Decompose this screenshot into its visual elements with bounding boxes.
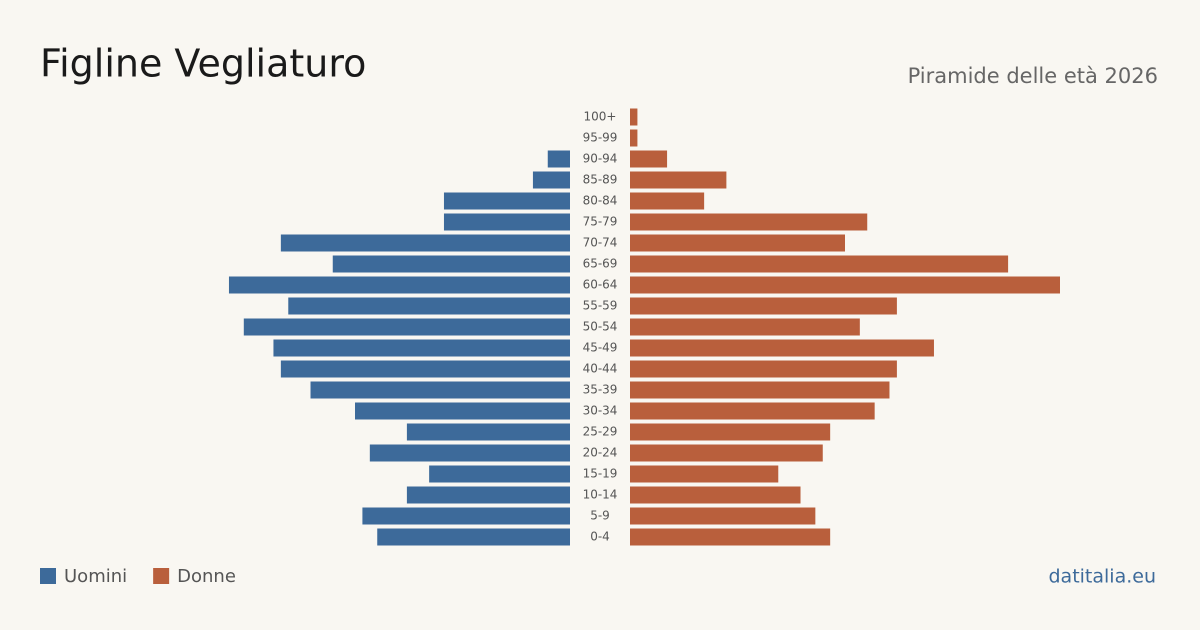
- age-label: 90-94: [583, 152, 618, 166]
- bar: [630, 444, 823, 462]
- legend-label: Donne: [177, 566, 236, 587]
- age-label: 45-49: [583, 341, 618, 355]
- age-label: 20-24: [583, 446, 618, 460]
- age-label: 10-14: [583, 488, 618, 502]
- bar: [377, 528, 570, 546]
- bar: [228, 276, 570, 294]
- bar: [532, 171, 570, 189]
- bar: [630, 108, 638, 126]
- bar: [630, 213, 868, 231]
- bar: [630, 465, 779, 483]
- bar: [369, 444, 570, 462]
- bar: [332, 255, 570, 273]
- bar: [362, 507, 570, 525]
- age-label: 0-4: [590, 530, 610, 544]
- bar: [630, 339, 934, 357]
- bar: [429, 465, 570, 483]
- bar: [443, 213, 570, 231]
- age-label: 15-19: [583, 467, 618, 481]
- bar: [280, 234, 570, 252]
- bar: [630, 402, 875, 420]
- bar: [630, 318, 860, 336]
- legend-swatch: [153, 568, 170, 584]
- bar: [630, 150, 668, 168]
- age-label: 35-39: [583, 383, 618, 397]
- age-label: 85-89: [583, 173, 618, 187]
- age-label: 30-34: [583, 404, 618, 418]
- bar: [630, 234, 845, 252]
- age-label: 55-59: [583, 299, 618, 313]
- bar: [310, 381, 570, 399]
- age-label: 95-99: [583, 131, 618, 145]
- bar: [630, 486, 801, 504]
- age-label: 75-79: [583, 215, 618, 229]
- bar: [630, 129, 638, 147]
- bar: [355, 402, 570, 420]
- bar: [630, 423, 831, 441]
- source: datitalia.eu: [1049, 566, 1157, 588]
- chart-title: Figline Vegliaturo: [40, 42, 366, 86]
- bar: [630, 360, 897, 378]
- bar: [243, 318, 571, 336]
- bar: [406, 423, 570, 441]
- bar: [273, 339, 570, 357]
- age-label: 70-74: [583, 236, 618, 250]
- bar: [630, 171, 727, 189]
- bar: [280, 360, 570, 378]
- bar: [630, 255, 1009, 273]
- bar: [443, 192, 570, 210]
- legend-swatch: [40, 568, 56, 584]
- age-label: 60-64: [583, 278, 618, 292]
- age-label: 25-29: [583, 425, 618, 439]
- bar: [630, 528, 831, 546]
- bar: [630, 192, 705, 210]
- chart-subtitle: Piramide delle età 2026: [908, 64, 1158, 88]
- age-label: 5-9: [590, 509, 610, 523]
- age-label: 100+: [584, 110, 617, 124]
- age-label: 40-44: [583, 362, 618, 376]
- age-label: 65-69: [583, 257, 618, 271]
- legend-label: Uomini: [64, 566, 127, 587]
- bar: [630, 276, 1060, 294]
- bar: [406, 486, 570, 504]
- bar: [547, 150, 570, 168]
- age-label: 80-84: [583, 194, 618, 208]
- bar: [630, 297, 897, 315]
- bar: [630, 507, 816, 525]
- bar: [630, 381, 890, 399]
- bar: [288, 297, 570, 315]
- age-label: 50-54: [583, 320, 618, 334]
